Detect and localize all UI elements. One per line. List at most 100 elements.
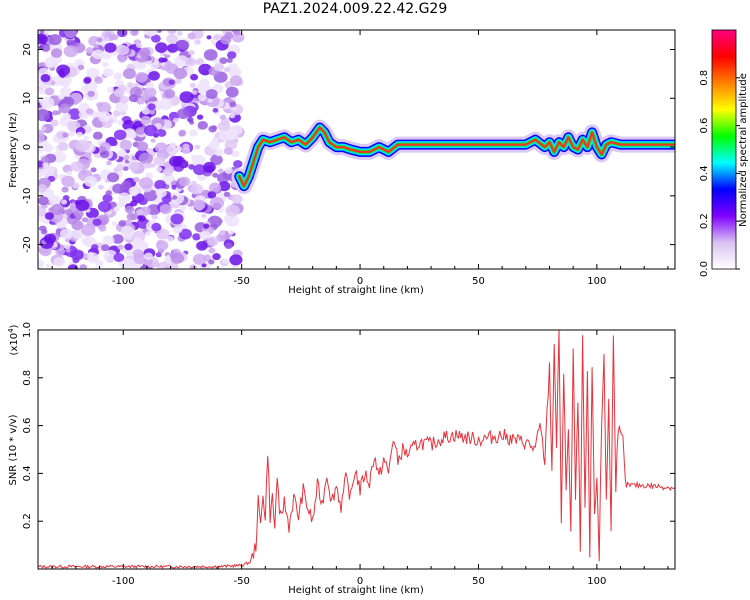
noise-blob: [132, 237, 142, 246]
noise-blob: [92, 131, 103, 140]
noise-blob: [93, 44, 99, 49]
noise-blob: [208, 141, 220, 150]
noise-blob: [38, 215, 44, 222]
colorbar-label: Normalized spectral amplitude: [738, 73, 749, 227]
noise-blob: [150, 163, 156, 168]
noise-blob: [147, 103, 156, 111]
noise-blob: [81, 223, 96, 236]
noise-blob: [63, 243, 71, 249]
noise-blob: [38, 196, 49, 206]
noise-blob: [190, 180, 197, 186]
noise-blob: [155, 188, 167, 198]
noise-blob: [169, 155, 183, 167]
noise-blob: [176, 108, 190, 119]
colorbar-ticks: 0.0 0.2 0.4 0.6 0.8: [699, 70, 740, 277]
noise-blob: [179, 91, 194, 103]
noise-blob: [231, 194, 243, 204]
snr-xlabel: Height of straight line (km): [288, 585, 424, 596]
noise-blob: [223, 147, 233, 155]
noise-blob: [135, 126, 146, 135]
noise-blob: [45, 30, 52, 34]
noise-blob: [157, 129, 167, 137]
noise-blob: [229, 254, 243, 266]
noise-blob: [209, 197, 225, 209]
noise-blob: [40, 96, 55, 109]
noise-blob: [188, 50, 195, 56]
noise-blob: [229, 113, 236, 119]
noise-blob: [79, 264, 87, 269]
noise-blob: [38, 109, 50, 122]
noise-blob: [150, 138, 156, 143]
noise-blob: [176, 146, 183, 152]
noise-blob: [224, 167, 233, 174]
noise-blob: [196, 58, 205, 65]
noise-blob: [223, 66, 231, 73]
noise-blob: [216, 233, 226, 242]
snr-series-group: [38, 330, 675, 569]
y-tick-label: 1.0: [22, 322, 33, 338]
noise-blob: [222, 258, 229, 264]
y-tick-label: 20: [22, 43, 33, 56]
spectrogram-ylabel: Frequency (Hz): [8, 112, 19, 188]
x-tick-label: -100: [112, 276, 135, 287]
noise-blob: [193, 164, 206, 176]
noise-blob: [44, 57, 58, 68]
noise-blob: [60, 199, 67, 205]
noise-blob: [117, 30, 128, 38]
x-tick-label: -100: [112, 576, 135, 587]
noise-blob: [190, 73, 199, 81]
noise-blob: [170, 252, 184, 264]
noise-blob: [203, 49, 218, 61]
noise-blob: [124, 205, 135, 214]
snr-frame: [37, 329, 676, 570]
noise-blob: [122, 68, 136, 80]
noise-blob: [214, 148, 224, 157]
noise-blob: [133, 120, 143, 129]
noise-blob: [155, 166, 163, 173]
noise-blob: [58, 103, 71, 114]
noise-blob: [112, 183, 125, 194]
noise-blob: [44, 87, 55, 96]
noise-blob: [214, 62, 225, 72]
noise-blob: [191, 90, 198, 95]
noise-blob: [38, 88, 45, 95]
noise-blob: [164, 89, 176, 99]
noise-blob: [73, 209, 84, 218]
noise-blob: [228, 67, 242, 78]
noise-blob: [98, 225, 107, 232]
noise-blob: [129, 30, 139, 37]
noise-blob: [92, 49, 105, 60]
noise-blob: [156, 228, 170, 240]
noise-blob: [145, 81, 154, 89]
spectrogram-xlabel: Height of straight line (km): [288, 285, 424, 296]
noise-blob: [143, 189, 158, 202]
noise-blob: [220, 35, 232, 45]
noise-blob: [122, 119, 135, 131]
noise-blob: [166, 236, 174, 242]
noise-blob: [118, 220, 127, 227]
noise-blob: [155, 42, 168, 53]
noise-blob: [225, 204, 240, 217]
noise-blob: [193, 199, 206, 210]
noise-blob: [94, 76, 103, 84]
noise-blob: [219, 57, 228, 64]
noise-blob: [50, 203, 65, 216]
noise-blob: [57, 141, 69, 151]
noise-blob: [50, 119, 59, 127]
noise-blob: [75, 199, 90, 212]
noise-blob: [177, 40, 189, 50]
noise-blob: [210, 154, 223, 165]
noise-blob: [159, 204, 172, 215]
noise-blob: [212, 107, 219, 113]
noise-blob: [113, 206, 120, 212]
colorbar-tick-label: 0.2: [699, 213, 710, 229]
noise-blob: [203, 223, 210, 229]
noise-blob: [123, 128, 136, 139]
noise-blob: [41, 229, 48, 235]
noise-blob: [129, 189, 138, 197]
y-tick-label: 0: [22, 144, 33, 150]
noise-blob: [203, 161, 216, 173]
noise-blob: [182, 147, 191, 155]
noise-blob: [208, 247, 216, 254]
